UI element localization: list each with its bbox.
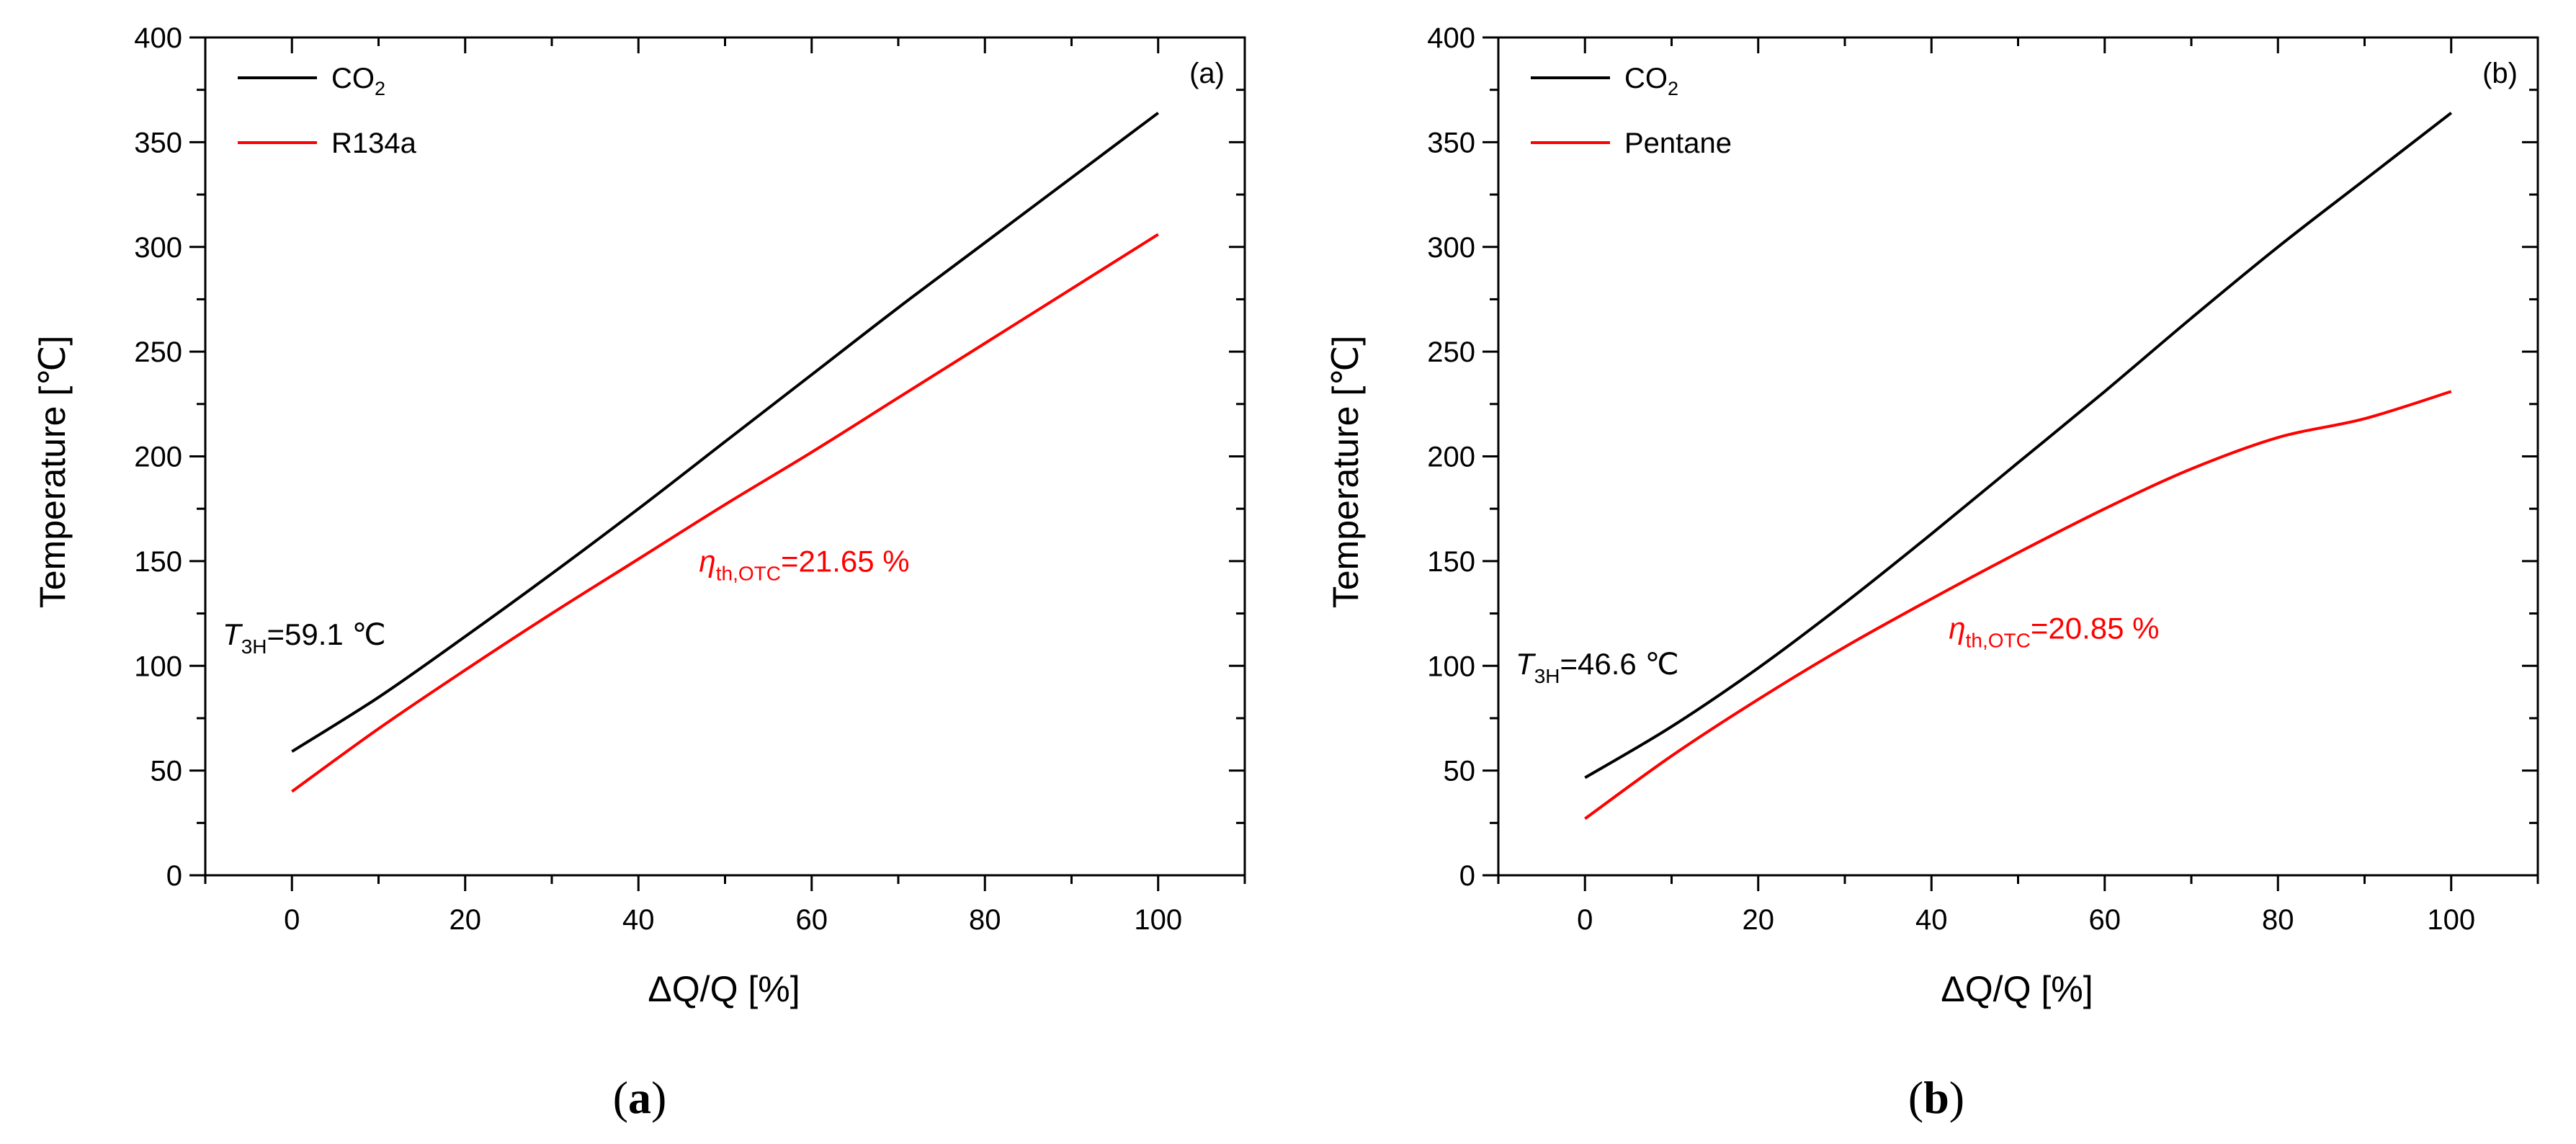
annotation-subscript: th,OTC [716, 562, 781, 584]
panel-a-x-axis-title: ΔQ/Q [%] [648, 969, 800, 1009]
y-tick-label: 150 [134, 546, 182, 578]
x-tick-label: 80 [2262, 904, 2294, 936]
annotation-value: =21.65 % [781, 544, 910, 578]
series-line-co2 [1584, 112, 2453, 779]
legend-label-r134a: R134a [331, 128, 417, 159]
panel-b-x-axis-title: ΔQ/Q [%] [1941, 969, 2093, 1009]
annotation-symbol: T [223, 617, 243, 651]
x-tick-label: 0 [1577, 904, 1593, 936]
series-line-co2 [291, 112, 1159, 753]
y-tick-label: 200 [1427, 442, 1475, 473]
annotation-value: =46.6 ℃ [1560, 647, 1679, 681]
panel-b-caption: (b) [1908, 1072, 1964, 1123]
x-tick-label: 20 [1743, 904, 1775, 936]
legend-label-co2-a-sub: 2 [375, 78, 385, 99]
annotation-1: ηth,OTC=20.85 % [1949, 611, 2159, 651]
x-tick-label: 80 [969, 904, 1001, 936]
panel-a-caption-open: ( [613, 1072, 628, 1123]
legend-label-co2-b-sub: 2 [1668, 78, 1678, 99]
panel-b-y-axis-title: Temperature [℃] [1325, 336, 1366, 609]
panel-a-y-axis-title: Temperature [℃] [32, 336, 73, 609]
annotation-symbol: η [1949, 611, 1965, 645]
y-tick-label: 0 [166, 860, 182, 892]
y-tick-label: 200 [134, 442, 182, 473]
x-tick-label: 20 [450, 904, 482, 936]
annotation-value: =59.1 ℃ [267, 617, 386, 651]
y-tick-label: 100 [1427, 651, 1475, 682]
x-tick-label: 40 [622, 904, 655, 936]
y-tick-label: 350 [1427, 127, 1475, 158]
annotation-subscript: 3H [241, 635, 267, 658]
y-tick-label: 50 [1444, 756, 1476, 787]
panel-a-legend: CO2 R134a [238, 63, 417, 159]
annotation-subscript: th,OTC [1966, 629, 2031, 651]
panel-a-annotations: T3H=59.1 ℃ ηth,OTC=21.65 % [223, 544, 910, 658]
x-tick-label: 0 [284, 904, 300, 936]
y-tick-label: 150 [1427, 546, 1475, 578]
x-tick-label: 60 [2089, 904, 2121, 936]
panel-b-plot: 0 20 40 60 80 100 0 50 100 150 200 250 300 350 400 [1427, 22, 2539, 936]
y-tick-label: 400 [1427, 22, 1475, 54]
x-tick-label: 100 [1134, 904, 1182, 936]
annotation-1: ηth,OTC=21.65 % [699, 544, 909, 584]
panel-a-caption: (a) [613, 1072, 667, 1123]
panel-a-caption-close: ) [651, 1072, 666, 1123]
y-tick-label: 300 [134, 232, 182, 264]
legend-label-co2-b: CO2 [1624, 63, 1678, 99]
panel-a-tag: (a) [1189, 58, 1225, 89]
panel-b-tag: (b) [2482, 58, 2518, 89]
x-tick-label: 60 [796, 904, 828, 936]
panel-b-annotations: T3H=46.6 ℃ ηth,OTC=20.85 % [1516, 611, 2159, 687]
panel-b: 0 20 40 60 80 100 0 50 100 150 200 250 300 350 400 ΔQ/… [1325, 22, 2539, 1123]
y-tick-label: 400 [134, 22, 182, 54]
y-tick-label: 300 [1427, 232, 1475, 264]
annotation-value: =20.85 % [2031, 611, 2160, 645]
panel-b-legend: CO2 Pentane [1531, 63, 1732, 159]
y-tick-label: 350 [134, 127, 182, 158]
panel-b-caption-close: ) [1949, 1072, 1964, 1123]
annotation-symbol: T [1516, 647, 1537, 681]
series-line-pentane [1584, 390, 2452, 821]
series-line-r134a [291, 233, 1159, 793]
x-tick-label: 100 [2427, 904, 2475, 936]
panel-a-caption-letter: a [628, 1072, 651, 1123]
panel-b-caption-open: ( [1908, 1072, 1923, 1123]
legend-label-co2-b-base: CO [1624, 63, 1668, 94]
y-tick-label: 50 [151, 756, 183, 787]
x-tick-label: 40 [1915, 904, 1948, 936]
y-tick-label: 250 [134, 336, 182, 368]
legend-label-co2-a: CO2 [331, 63, 385, 99]
panel-a-plot: 0 20 40 60 80 100 0 50 100 150 200 250 300 350 400 [134, 22, 1246, 936]
panel-a: 0 20 40 60 80 100 0 50 100 150 200 250 300 350 400 ΔQ/… [32, 22, 1246, 1123]
annotation-0: T3H=59.1 ℃ [223, 617, 386, 658]
y-tick-label: 0 [1459, 860, 1475, 892]
annotation-subscript: 3H [1534, 665, 1560, 687]
y-tick-label: 250 [1427, 336, 1475, 368]
legend-label-pentane: Pentane [1624, 128, 1732, 159]
annotation-0: T3H=46.6 ℃ [1516, 647, 1679, 687]
panel-b-caption-letter: b [1923, 1072, 1949, 1123]
legend-label-co2-a-base: CO [331, 63, 375, 94]
annotation-symbol: η [699, 544, 715, 578]
y-tick-label: 100 [134, 651, 182, 682]
